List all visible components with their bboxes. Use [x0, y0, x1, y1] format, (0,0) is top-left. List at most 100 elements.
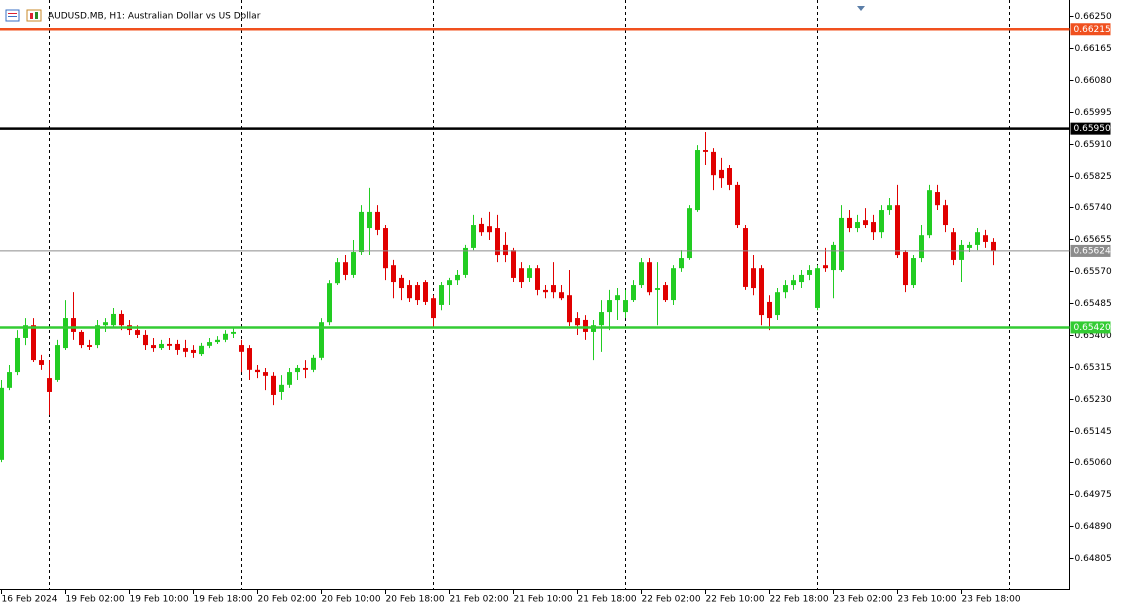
icon-menu[interactable] — [5, 9, 20, 22]
candle-body — [855, 222, 860, 229]
candle-body — [311, 357, 316, 370]
candle-body — [543, 289, 548, 293]
candle-body — [623, 300, 628, 313]
candle-body — [271, 375, 276, 395]
candle-body — [943, 205, 948, 226]
x-tick-label: 19 Feb 18:00 — [194, 595, 253, 605]
candle-body — [39, 360, 44, 365]
candle-body — [671, 268, 676, 301]
candle-body — [903, 252, 908, 286]
candle-body — [599, 312, 604, 326]
candle-body — [727, 168, 732, 185]
y-tick-label: 0.65910 — [1075, 140, 1112, 150]
candle-body — [823, 265, 828, 269]
candle-body — [263, 372, 268, 376]
candle-body — [23, 325, 28, 338]
candle-body — [295, 367, 300, 373]
y-tick-label: 0.65740 — [1075, 203, 1112, 213]
candle-body — [807, 270, 812, 275]
candle-body — [87, 345, 92, 347]
x-tick-label: 22 Feb 02:00 — [642, 595, 701, 605]
candle-body — [679, 258, 684, 269]
candle-body — [335, 262, 340, 284]
candle-body — [215, 339, 220, 343]
candle-body — [711, 151, 716, 176]
candle-body — [799, 274, 804, 283]
candle-body — [223, 333, 228, 340]
candle-body — [751, 268, 756, 289]
candle-body — [831, 244, 836, 271]
icon-chart[interactable] — [26, 9, 42, 22]
toolbar-icons[interactable] — [5, 9, 42, 22]
candle-body — [647, 262, 652, 293]
candle-body — [879, 210, 884, 233]
candle-body — [119, 313, 124, 326]
candle-body — [911, 258, 916, 286]
candle-body — [735, 184, 740, 226]
candle-body — [463, 247, 468, 275]
candle-body — [759, 268, 764, 316]
candle-body — [687, 208, 692, 259]
candle-body — [255, 369, 260, 373]
x-tick-label: 19 Feb 02:00 — [66, 595, 125, 605]
candle-body — [167, 343, 172, 346]
x-tick-label: 22 Feb 10:00 — [706, 595, 765, 605]
candle-body — [839, 217, 844, 271]
candle-body — [527, 268, 532, 278]
candle-body — [959, 244, 964, 260]
y-tick-label: 0.65315 — [1075, 363, 1112, 373]
y-tick-label: 0.64975 — [1075, 490, 1112, 500]
candle-body — [991, 241, 996, 251]
y-tick-label: 0.65060 — [1075, 458, 1112, 468]
y-tick-label: 0.65400 — [1075, 331, 1112, 341]
price-label-box — [1070, 244, 1111, 257]
candle-body — [783, 285, 788, 293]
candle-body — [887, 205, 892, 211]
candle-body — [79, 331, 84, 346]
x-tick-label: 20 Feb 02:00 — [258, 595, 317, 605]
candle-body — [319, 322, 324, 358]
candle-body — [775, 292, 780, 316]
candle-body — [479, 223, 484, 233]
x-tick-label: 21 Feb 18:00 — [578, 595, 637, 605]
candle-body — [103, 322, 108, 326]
candle-body — [159, 343, 164, 349]
candle-body — [559, 292, 564, 299]
candle-body — [967, 244, 972, 248]
candle-body — [847, 217, 852, 229]
candle-body — [615, 295, 620, 301]
candle-body — [247, 348, 252, 370]
candle-body — [391, 265, 396, 283]
shift-marker[interactable] — [857, 6, 865, 11]
candle-body — [871, 222, 876, 233]
x-tick-label: 23 Feb 18:00 — [962, 595, 1021, 605]
price-label: 0.65420 — [1074, 323, 1111, 333]
candle-body — [151, 345, 156, 349]
candle-body — [343, 262, 348, 275]
candle-body — [951, 232, 956, 260]
candle-body — [767, 301, 772, 319]
candle-body — [663, 285, 668, 301]
candle-body — [183, 348, 188, 352]
y-tick-label: 0.65655 — [1075, 235, 1112, 245]
candle-body — [631, 285, 636, 301]
x-tick-label: 23 Feb 10:00 — [898, 595, 957, 605]
y-tick-label: 0.64805 — [1075, 554, 1112, 564]
candle-body — [287, 372, 292, 385]
candle-body — [719, 169, 724, 179]
candle-body — [359, 211, 364, 253]
candle-body — [367, 211, 372, 229]
candle-body — [583, 319, 588, 332]
chart-title: AUDUSD.MB, H1: Australian Dollar vs US D… — [48, 12, 261, 22]
candle-body — [351, 252, 356, 275]
y-tick-label: 0.66250 — [1075, 12, 1112, 22]
candle-body — [71, 318, 76, 332]
y-tick-label: 0.65995 — [1075, 108, 1112, 118]
candle-body — [511, 250, 516, 278]
candle-body — [519, 268, 524, 283]
price-label: 0.66215 — [1074, 25, 1111, 35]
candle-body — [423, 282, 428, 302]
candle-body — [95, 325, 100, 346]
candle-body — [447, 280, 452, 286]
